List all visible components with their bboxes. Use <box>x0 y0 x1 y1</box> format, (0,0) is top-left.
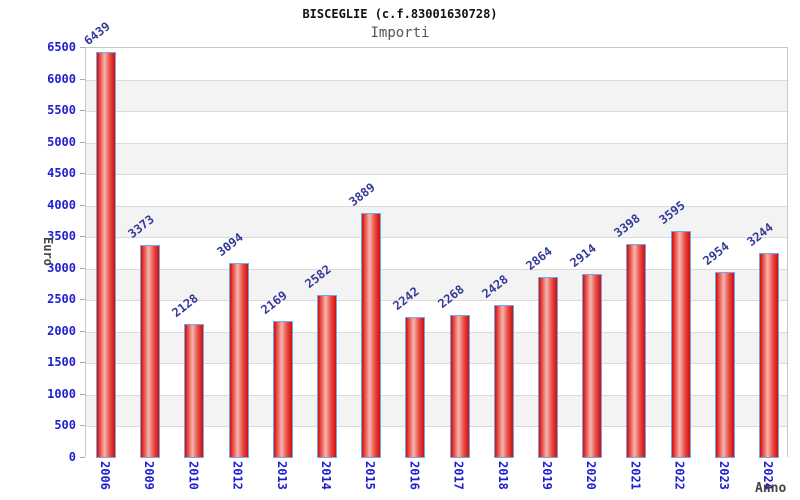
x-tick-label: 2020 <box>584 461 599 490</box>
gridline <box>86 394 787 396</box>
y-tick-label: 6500 <box>47 40 76 54</box>
bar-value-label: 6439 <box>81 19 113 48</box>
bar <box>582 274 603 458</box>
y-tick-mark <box>80 141 85 143</box>
gridline <box>86 142 787 144</box>
x-tick-label: 2016 <box>407 461 422 490</box>
y-tick-mark <box>80 393 85 395</box>
bar <box>272 321 293 458</box>
x-tick-label: 2021 <box>628 461 643 490</box>
y-tick-mark <box>80 110 85 112</box>
bar <box>449 314 470 458</box>
y-tick-mark <box>80 204 85 206</box>
plot-band <box>86 174 787 207</box>
gridline <box>86 111 787 113</box>
plot-band <box>86 111 787 144</box>
bar <box>228 262 249 458</box>
gridline <box>86 363 787 365</box>
y-tick-label: 500 <box>54 418 76 433</box>
x-tick-label: 2017 <box>451 461 466 490</box>
gridline <box>86 237 787 239</box>
x-axis-title: Anno <box>755 481 787 496</box>
x-tick-label: 2013 <box>274 461 289 490</box>
y-tick-label: 4500 <box>47 166 76 181</box>
gridline <box>86 174 787 176</box>
y-tick-mark <box>80 267 85 269</box>
y-tick-label: 2000 <box>47 323 76 338</box>
y-tick-label: 5500 <box>47 103 76 118</box>
plot-band <box>86 48 787 81</box>
bar <box>759 253 779 458</box>
y-tick-mark <box>80 299 85 301</box>
gridline <box>86 426 787 428</box>
plot-band <box>86 268 787 301</box>
bar <box>538 277 558 458</box>
x-tick-label: 2012 <box>230 461 245 490</box>
y-tick-mark <box>80 330 85 332</box>
x-tick-label: 2023 <box>716 461 731 490</box>
x-tick-label: 2024 <box>761 461 775 490</box>
y-tick-label: 4000 <box>47 197 76 212</box>
plot-band <box>86 142 787 175</box>
bar <box>405 316 426 458</box>
bar <box>714 271 735 458</box>
y-tick-mark <box>80 173 85 175</box>
chart-title: BISCEGLIE (c.f.83001630728) <box>302 7 498 21</box>
y-tick-mark <box>80 236 85 238</box>
bar <box>670 231 691 458</box>
y-tick-label: 2500 <box>47 292 76 307</box>
gridline <box>86 268 787 270</box>
x-tick-label: 2014 <box>319 461 333 490</box>
y-tick-mark <box>80 47 85 48</box>
plot-band <box>86 237 787 270</box>
bar <box>317 295 337 458</box>
bar <box>493 304 514 458</box>
bar <box>184 323 205 458</box>
x-tick-label: 2019 <box>540 461 554 490</box>
bar <box>361 212 382 458</box>
y-tick-mark <box>80 78 85 80</box>
bar <box>96 51 116 458</box>
y-tick-label: 1500 <box>47 355 76 370</box>
y-tick-mark <box>80 457 85 458</box>
x-tick-label: 2015 <box>363 461 378 490</box>
plot-area <box>85 47 788 459</box>
gridline <box>86 331 787 333</box>
bar <box>140 245 161 458</box>
y-tick-label: 5000 <box>47 134 76 149</box>
y-tick-mark <box>80 425 85 427</box>
x-tick-label: 2010 <box>186 461 201 490</box>
gridline <box>86 300 787 302</box>
y-tick-label: 3000 <box>47 260 76 275</box>
y-tick-label: 3500 <box>47 229 76 244</box>
x-tick-label: 2018 <box>495 461 510 490</box>
y-axis-title: Euro <box>41 237 55 266</box>
plot-band <box>86 79 787 112</box>
plot-band <box>86 205 787 238</box>
x-tick-label: 2006 <box>98 461 112 490</box>
x-tick-label: 2009 <box>142 461 157 490</box>
chart-subtitle: Importi <box>370 25 430 41</box>
gridline <box>86 205 787 207</box>
y-tick-label: 0 <box>68 450 76 464</box>
y-tick-label: 6000 <box>47 71 76 86</box>
gridline <box>86 79 787 81</box>
bar <box>626 243 647 458</box>
y-tick-mark <box>80 362 85 364</box>
x-tick-label: 2022 <box>672 461 687 490</box>
y-tick-label: 1000 <box>47 386 76 401</box>
